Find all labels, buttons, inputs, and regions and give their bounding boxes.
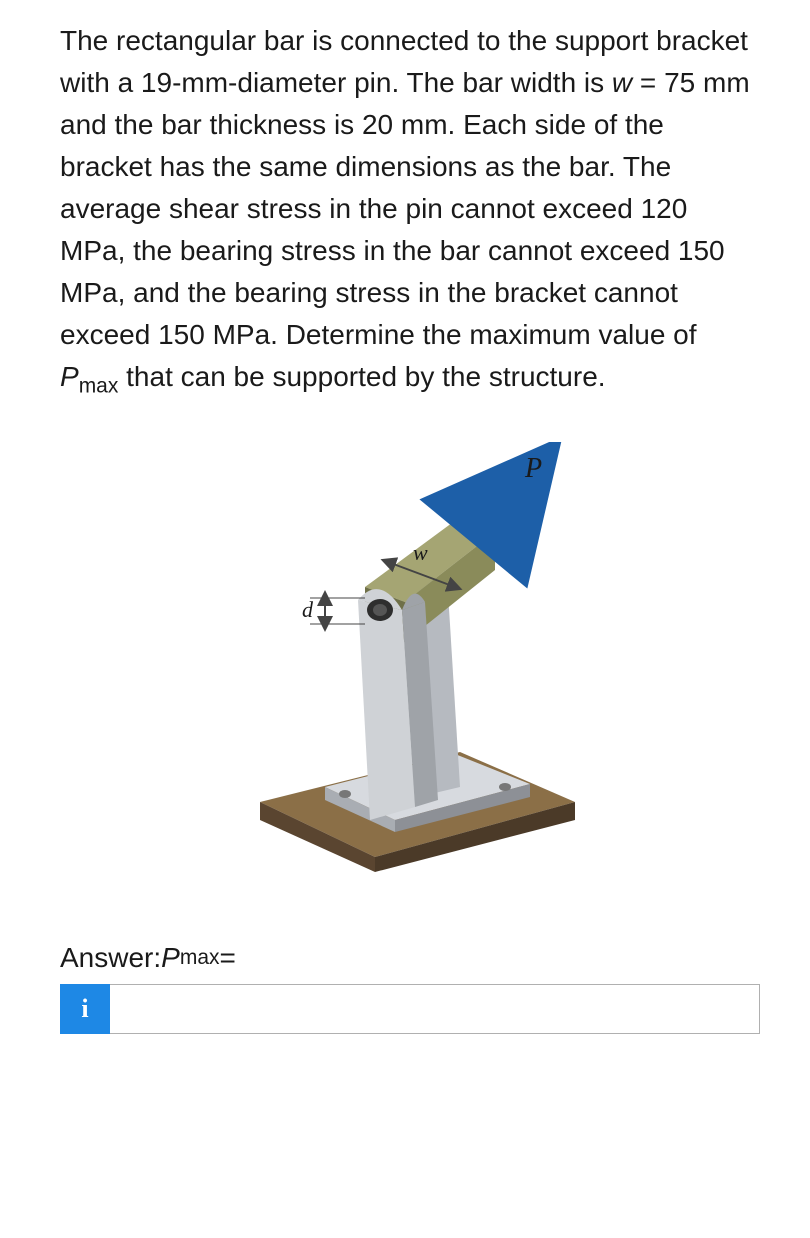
var-P-sub: max [79, 375, 119, 398]
answer-label-row: Answer: Pmax = [60, 942, 760, 974]
pin-head-inner [373, 604, 387, 616]
figure-container: P w d [60, 442, 760, 872]
var-w: w [612, 67, 632, 98]
label-w: w [413, 540, 428, 565]
question-seg2: = 75 mm and the bar thickness is 20 mm. … [60, 67, 750, 350]
answer-input[interactable] [110, 984, 760, 1034]
answer-input-row: i [60, 984, 760, 1034]
question-text: The rectangular bar is connected to the … [60, 20, 760, 402]
var-P: P [60, 361, 79, 392]
bolt-1 [339, 790, 351, 798]
bracket-diagram: P w d [230, 442, 590, 872]
label-d: d [302, 597, 314, 622]
question-seg3: that can be supported by the structure. [118, 361, 605, 392]
info-button[interactable]: i [60, 984, 110, 1034]
bolt-2 [499, 783, 511, 791]
force-arrow [475, 490, 518, 542]
answer-var-sub: max [180, 946, 220, 970]
answer-eq: = [220, 942, 236, 974]
answer-var: P [161, 942, 180, 974]
info-icon: i [81, 994, 88, 1024]
label-P: P [524, 453, 542, 484]
answer-prefix: Answer: [60, 942, 161, 974]
